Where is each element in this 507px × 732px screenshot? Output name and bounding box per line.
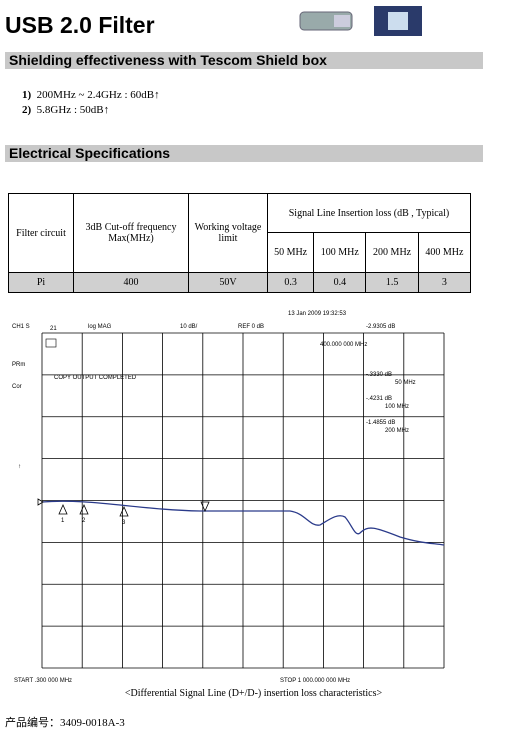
caption: <Differential Signal Line (D+/D-) insert… — [124, 688, 383, 699]
th: 200 MHz — [365, 232, 419, 273]
th: Working voltage limit — [188, 193, 268, 273]
cell: 1.5 — [365, 272, 419, 293]
readout-value: -1.4855 dB — [366, 420, 395, 426]
marker-label: 3 — [122, 520, 126, 526]
th: 3dB Cut-off frequency Max(MHz) — [73, 193, 189, 273]
item-text: 5.8GHz : 50dB↑ — [36, 104, 110, 116]
ref: REF 0 dB — [238, 324, 264, 330]
marker-freq: 400.000 000 MHz — [320, 342, 367, 348]
cell: 3 — [417, 272, 472, 293]
cell: Pi — [8, 272, 74, 293]
item-text: 200MHz ~ 2.4GHz : 60dB↑ — [36, 89, 160, 101]
readout-value: -.4231 dB — [366, 396, 392, 402]
scale: 10 dB/ — [180, 324, 198, 330]
cell: 0.3 — [266, 272, 315, 293]
list: 1) 200MHz ~ 2.4GHz : 60dB↑ 2) 5.8GHz : 5… — [22, 88, 160, 118]
footer: 产品编号：3409-0018A-3 — [5, 717, 125, 729]
prm: PRm — [12, 362, 25, 368]
th: 50 MHz — [266, 232, 315, 273]
spec-table: Filter circuit 3dB Cut-off frequency Max(… — [8, 193, 472, 293]
cell: 400 — [73, 272, 189, 293]
arrow: ↑ — [18, 464, 21, 470]
format: log MAG — [88, 324, 112, 330]
cor: Cor — [12, 384, 22, 390]
marker-label: 2 — [82, 518, 86, 524]
analyzer-plot: 13 Jan 2009 19:32:53 CH1 S 21 log MAG 10… — [12, 311, 445, 684]
marker-value: -2.9305 dB — [366, 324, 395, 330]
readout-value: -.3330 dB — [366, 372, 392, 378]
readout-freq: 50 MHz — [395, 380, 416, 386]
param: 21 — [50, 326, 57, 332]
section-bar: Electrical Specifications — [5, 145, 483, 162]
item-num: 1) — [22, 89, 32, 101]
status: COPY OUTPUT COMPLETED — [54, 375, 137, 381]
th: 100 MHz — [313, 232, 367, 273]
markers — [37, 498, 210, 517]
item-num: 2) — [22, 104, 32, 116]
cell: 0.4 — [313, 272, 367, 293]
stop: STOP 1 000.000 000 MHz — [280, 678, 350, 684]
th: Filter circuit — [8, 193, 74, 273]
timestamp: 13 Jan 2009 19:32:53 — [288, 311, 347, 317]
title: USB 2.0 Filter — [5, 12, 155, 38]
readout-freq: 200 MHz — [385, 428, 409, 434]
readout-freq: 100 MHz — [385, 404, 409, 410]
cell: 50V — [188, 272, 268, 293]
trace — [41, 500, 445, 546]
th: Signal Line Insertion loss (dB , Typical… — [267, 193, 471, 233]
product-images — [299, 6, 422, 36]
marker-label: 1 — [61, 518, 65, 524]
channel: CH1 S — [12, 324, 30, 330]
section-bar: Shielding effectiveness with Tescom Shie… — [5, 52, 483, 69]
start: START .300 000 MHz — [14, 678, 72, 684]
th: 400 MHz — [417, 232, 472, 273]
